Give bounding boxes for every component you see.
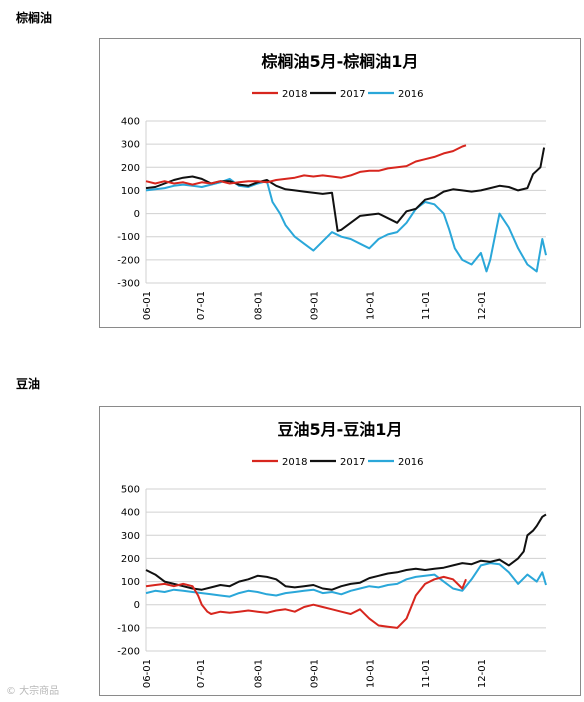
legend-label-2017: 2017 [340,89,365,100]
y-tick-label: -200 [117,255,140,266]
series-line-2018 [145,575,467,629]
y-tick-label: 0 [134,600,140,611]
y-tick-label: 200 [121,554,140,565]
palm-oil-spread-chart: 棕榈油5月-棕榈油1月 2018 2017 2016 400 300 200 100 0 -100… [99,38,581,328]
legend-label-2016: 2016 [398,89,423,100]
y-tick-label: 100 [121,186,140,197]
x-tick-label: 11-01 [421,659,432,688]
y-tick-label: -100 [117,232,140,243]
x-tick-label: 06-01 [142,659,153,688]
section-label-palm-oil: 棕榈油 [16,11,53,25]
soybean-oil-spread-chart: 豆油5月-豆油1月 2018 2017 2016 500 400 300 200 100 0 -10… [99,406,581,696]
y-tick-label: -100 [117,623,140,634]
y-tick-label: 300 [121,531,140,542]
x-tick-label: 12-01 [477,659,488,688]
palm-oil-chart-svg: 棕榈油5月-棕榈油1月 2018 2017 2016 400 300 200 100 0 -100… [117,52,547,320]
x-tick-label: 06-01 [142,291,153,320]
series-line-2016 [145,177,547,273]
y-tick-label: 0 [134,209,140,220]
y-tick-label: 100 [121,577,140,588]
x-tick-label: 07-01 [196,291,207,320]
section-label-soybean-oil: 豆油 [16,377,41,391]
series-line-2016 [145,562,547,598]
legend-label-2016: 2016 [398,457,423,468]
x-tick-label: 10-01 [365,291,376,320]
y-tick-label: 200 [121,163,140,174]
series-line-2017 [145,147,546,232]
x-tick-label: 09-01 [309,291,320,320]
x-tick-label: 12-01 [477,291,488,320]
legend-label-2017: 2017 [340,457,365,468]
soybean-oil-chart-svg: 豆油5月-豆油1月 2018 2017 2016 500 400 300 200 100 0 -10… [117,420,547,688]
y-tick-label: 400 [121,508,140,519]
legend-label-2018: 2018 [282,89,307,100]
y-tick-label: 500 [121,485,140,496]
series-line-2017 [145,513,547,591]
y-tick-label: 300 [121,140,140,151]
y-tick-label: 400 [121,117,140,128]
chart-title: 豆油5月-豆油1月 [278,420,403,439]
legend-label-2018: 2018 [282,457,307,468]
x-tick-label: 10-01 [365,659,376,688]
x-tick-label: 08-01 [254,659,265,688]
x-tick-label: 08-01 [254,291,265,320]
watermark: © 大宗商品 [6,686,60,697]
x-tick-label: 11-01 [421,291,432,320]
series-line-2018 [145,144,467,186]
chart-title: 棕榈油5月-棕榈油1月 [262,52,419,71]
y-tick-label: -200 [117,647,140,658]
y-tick-label: -300 [117,279,140,290]
x-tick-label: 09-01 [309,659,320,688]
x-tick-label: 07-01 [196,659,207,688]
